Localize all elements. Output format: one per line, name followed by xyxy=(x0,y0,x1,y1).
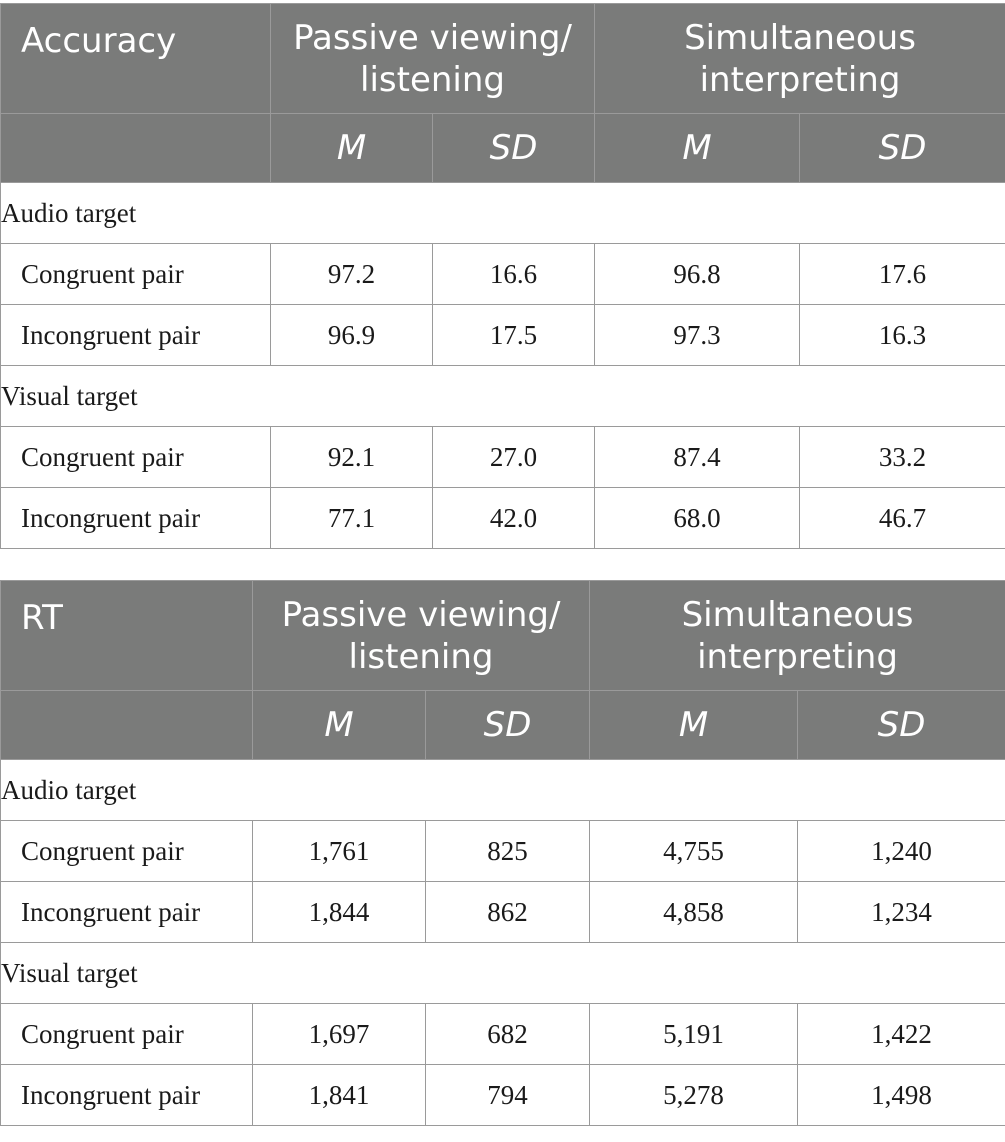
table-cell: 4,755 xyxy=(589,820,799,882)
table-cell: 1,761 xyxy=(252,820,426,882)
group-row: Audio target xyxy=(0,759,1005,821)
row-label: Congruent pair xyxy=(0,1003,253,1065)
row-label: Congruent pair xyxy=(0,243,271,305)
group-row: Visual target xyxy=(0,942,1005,1004)
empty-header-cell xyxy=(0,690,253,760)
stat-header-m: M xyxy=(594,113,801,183)
table-cell: 794 xyxy=(424,1064,591,1126)
table-cell: 87.4 xyxy=(594,426,801,488)
table-cell: 1,498 xyxy=(797,1064,1005,1126)
table-cell: 682 xyxy=(424,1003,591,1065)
table-cell: 1,697 xyxy=(252,1003,426,1065)
table-cell: 96.9 xyxy=(270,304,433,366)
stat-header-row: M SD M SD xyxy=(0,690,1005,760)
condition-header-line2: listening xyxy=(360,59,505,100)
table-cell: 5,278 xyxy=(589,1064,799,1126)
condition-header-line2: interpreting xyxy=(697,636,898,677)
condition-header-line1: Simultaneous xyxy=(681,594,914,635)
table-row: Congruent pair 92.1 27.0 87.4 33.2 xyxy=(0,426,1005,488)
table-cell: 16.6 xyxy=(431,243,596,305)
table-cell: 825 xyxy=(424,820,591,882)
table-cell: 5,191 xyxy=(589,1003,799,1065)
row-label: Congruent pair xyxy=(0,820,253,882)
row-label: Incongruent pair xyxy=(0,304,271,366)
stat-header-sd: SD xyxy=(797,690,1005,760)
group-label: Visual target xyxy=(0,942,1005,1004)
table-cell: 17.5 xyxy=(431,304,596,366)
table-cell: 92.1 xyxy=(270,426,433,488)
table-title: Accuracy xyxy=(0,3,271,114)
group-label: Audio target xyxy=(0,759,1005,821)
stat-header-row: M SD M SD xyxy=(0,113,1005,183)
table-cell: 1,844 xyxy=(252,881,426,943)
accuracy-table: Accuracy Passive viewing/listening Simul… xyxy=(0,3,1005,549)
table-cell: 1,240 xyxy=(797,820,1005,882)
group-label: Visual target xyxy=(0,365,1005,427)
table-row: Congruent pair 97.2 16.6 96.8 17.6 xyxy=(0,243,1005,305)
table-title: RT xyxy=(0,580,253,691)
stat-header-sd: SD xyxy=(424,690,591,760)
table-cell: 97.2 xyxy=(270,243,433,305)
stat-header-m: M xyxy=(252,690,426,760)
condition-header-line1: Simultaneous xyxy=(684,17,916,58)
stat-header-sd: SD xyxy=(799,113,1005,183)
table-cell: 33.2 xyxy=(799,426,1005,488)
condition-header-passive: Passive viewing/listening xyxy=(269,3,596,114)
rt-table: RT Passive viewing/listening Simultaneou… xyxy=(0,580,1005,1126)
condition-header-interpreting: Simultaneous interpreting xyxy=(589,580,1005,691)
table-cell: 1,841 xyxy=(252,1064,426,1126)
table-row: Congruent pair 1,697 682 5,191 1,422 xyxy=(0,1003,1005,1065)
row-label: Congruent pair xyxy=(0,426,271,488)
table-header-row: RT Passive viewing/listening Simultaneou… xyxy=(0,580,1005,691)
stat-header-sd: SD xyxy=(431,113,596,183)
stat-header-m: M xyxy=(589,690,799,760)
table-row: Incongruent pair 77.1 42.0 68.0 46.7 xyxy=(0,487,1005,549)
table-cell: 77.1 xyxy=(270,487,433,549)
table-cell: 42.0 xyxy=(431,487,596,549)
condition-header-line1: Passive viewing/ xyxy=(281,594,561,635)
group-row: Audio target xyxy=(0,182,1005,244)
table-cell: 97.3 xyxy=(594,304,801,366)
table-cell: 862 xyxy=(424,881,591,943)
condition-header-line1: Passive viewing/ xyxy=(293,17,572,58)
table-cell: 1,422 xyxy=(797,1003,1005,1065)
stat-header-m: M xyxy=(270,113,433,183)
table-cell: 46.7 xyxy=(799,487,1005,549)
condition-header-interpreting: Simultaneous interpreting xyxy=(594,3,1005,114)
condition-header-passive: Passive viewing/listening xyxy=(251,580,591,691)
table-cell: 27.0 xyxy=(431,426,596,488)
group-row: Visual target xyxy=(0,365,1005,427)
table-row: Congruent pair 1,761 825 4,755 1,240 xyxy=(0,820,1005,882)
row-label: Incongruent pair xyxy=(0,1064,253,1126)
table-row: Incongruent pair 1,841 794 5,278 1,498 xyxy=(0,1064,1005,1126)
condition-header-line2: listening xyxy=(348,636,494,677)
table-cell: 1,234 xyxy=(797,881,1005,943)
row-label: Incongruent pair xyxy=(0,881,253,943)
group-label: Audio target xyxy=(0,182,1005,244)
table-row: Incongruent pair 96.9 17.5 97.3 16.3 xyxy=(0,304,1005,366)
empty-header-cell xyxy=(0,113,271,183)
row-label: Incongruent pair xyxy=(0,487,271,549)
table-cell: 16.3 xyxy=(799,304,1005,366)
table-header-row: Accuracy Passive viewing/listening Simul… xyxy=(0,3,1005,114)
table-cell: 68.0 xyxy=(594,487,801,549)
table-cell: 17.6 xyxy=(799,243,1005,305)
condition-header-line2: interpreting xyxy=(699,59,901,100)
table-cell: 4,858 xyxy=(589,881,799,943)
table-row: Incongruent pair 1,844 862 4,858 1,234 xyxy=(0,881,1005,943)
table-cell: 96.8 xyxy=(594,243,801,305)
